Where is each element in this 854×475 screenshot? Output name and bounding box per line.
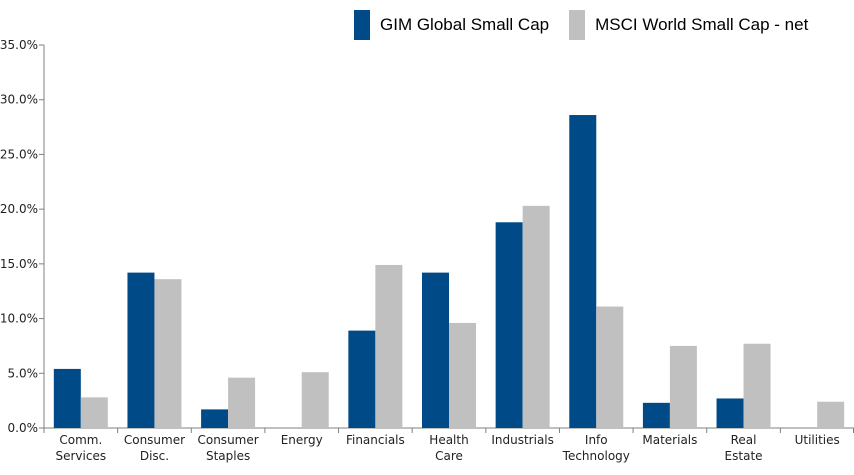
x-tick-label: Health Care <box>429 433 468 463</box>
bar-msci <box>596 306 624 428</box>
x-tick-label-line: Care <box>435 449 463 463</box>
x-tick-label: Comm. Services <box>56 433 107 463</box>
x-tick-label-line: Comm. <box>59 433 102 447</box>
bar-msci <box>375 264 403 428</box>
legend-item-gim: GIM Global Small Cap <box>354 10 549 40</box>
y-tick-label: 5.0% <box>8 366 39 380</box>
x-tick-label: Utilities <box>795 433 840 447</box>
y-tick-label: 0.0% <box>8 421 39 435</box>
y-tick-label: 25.0% <box>0 147 38 161</box>
x-tick-label-line: Technology <box>562 449 630 463</box>
y-tick-label: 30.0% <box>0 93 38 107</box>
bar-msci <box>449 322 476 428</box>
x-tick-label-line: Services <box>56 449 107 463</box>
legend-label-msci: MSCI World Small Cap - net <box>595 15 809 34</box>
bar-msci <box>817 401 845 428</box>
bar-msci <box>154 279 182 428</box>
x-tick-label: Energy <box>281 433 323 447</box>
bar-gim <box>53 368 81 428</box>
x-tick-label: Materials <box>642 433 697 447</box>
x-tick-label-line: Info <box>585 433 608 447</box>
bar-gim <box>642 402 670 428</box>
x-tick-label-line: Materials <box>642 433 697 447</box>
x-tick-label-line: Utilities <box>795 433 840 447</box>
x-tick-label-line: Financials <box>346 433 405 447</box>
y-tick-label: 35.0% <box>0 38 38 52</box>
bar-msci <box>669 345 697 428</box>
bar-gim <box>716 398 744 428</box>
bar-msci <box>522 205 550 428</box>
x-tick-label-line: Staples <box>206 449 250 463</box>
x-tick-label: Industrials <box>491 433 554 447</box>
x-tick-label-line: Estate <box>725 449 763 463</box>
legend-label-gim: GIM Global Small Cap <box>380 15 550 34</box>
bar-gim <box>201 409 229 428</box>
legend-swatch-msci <box>569 10 586 40</box>
x-tick-label-line: Consumer <box>124 433 185 447</box>
x-tick-label-line: Real <box>731 433 757 447</box>
legend: GIM Global Small Cap MSCI World Small Ca… <box>354 8 828 42</box>
x-tick-label: Real Estate <box>725 433 763 463</box>
y-tick-label: 10.0% <box>0 312 38 326</box>
y-tick-label: 15.0% <box>0 257 38 271</box>
x-tick-label: Consumer Staples <box>197 433 258 463</box>
bar-msci <box>743 343 771 428</box>
x-tick-label: Consumer Disc. <box>124 433 185 463</box>
x-tick-label: Info Technology <box>562 433 630 463</box>
bar-gim <box>495 222 523 428</box>
x-tick-label-line: Consumer <box>197 433 258 447</box>
x-tick-label-line: Disc. <box>140 449 169 463</box>
bar-gim <box>127 272 155 428</box>
bar-gim <box>422 272 449 428</box>
bar-gim <box>569 115 597 428</box>
bar-gim <box>348 330 376 428</box>
bar-msci <box>228 377 256 428</box>
y-tick-label: 20.0% <box>0 202 38 216</box>
bar-msci <box>301 372 329 428</box>
bar-msci <box>80 397 108 428</box>
x-tick-label-line: Energy <box>281 433 323 447</box>
legend-swatch-gim <box>354 10 370 40</box>
x-tick-label: Financials <box>346 433 405 447</box>
x-tick-label-line: Health <box>429 433 468 447</box>
x-tick-label-line: Industrials <box>491 433 554 447</box>
legend-item-msci: MSCI World Small Cap - net <box>569 10 808 40</box>
